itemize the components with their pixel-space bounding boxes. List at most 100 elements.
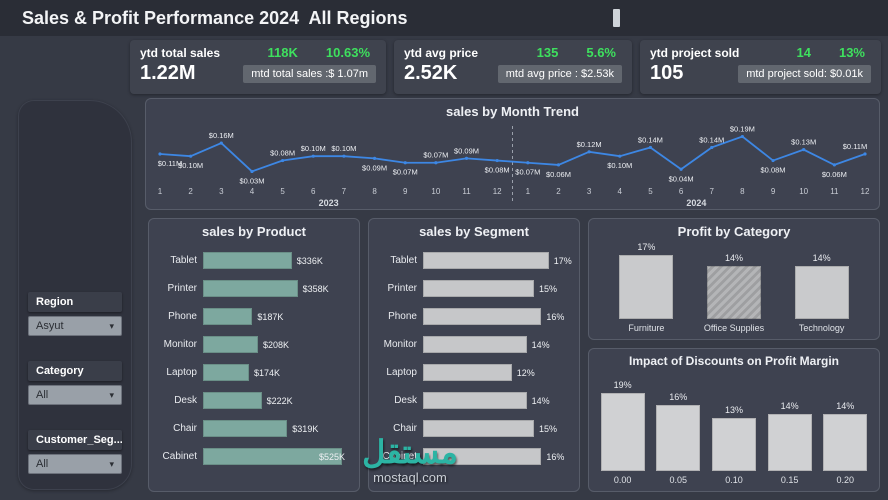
bar-category-label: Laptop [166,367,197,378]
trend-point[interactable] [311,154,315,158]
category-dropdown[interactable]: All ▾ [28,385,122,405]
trend-point[interactable] [342,154,346,158]
trend-point[interactable] [832,163,836,167]
x-axis-tick-label: 4 [618,187,623,196]
bar[interactable] [423,308,542,325]
column-value-label: 13% [724,405,743,415]
trend-point[interactable] [618,154,622,158]
trend-point[interactable] [587,150,591,154]
column-bar[interactable] [823,414,868,471]
x-axis-tick-label: 11 [830,187,839,196]
trend-point[interactable] [250,169,254,174]
month-trend-line-chart[interactable]: $0.11M$0.10M$0.16M$0.03M$0.08M $0.10M $0.1… [146,122,879,210]
trend-point[interactable] [863,152,867,156]
column-group: 14% Office Supplies [704,253,764,333]
bar-track: 17% [423,252,572,269]
bar-category-label: Tablet [390,255,417,266]
trend-point[interactable] [495,158,499,163]
trend-point[interactable] [556,163,561,167]
bar-value-label: 12% [516,367,535,378]
column-category-label: Furniture [628,323,665,333]
bar[interactable] [203,364,249,381]
trend-point[interactable] [464,156,469,160]
bar[interactable] [423,280,534,297]
bar-value-label: 14% [531,395,550,406]
bar[interactable] [203,252,292,269]
column-bar[interactable] [711,418,756,471]
trend-point-label: $0.14M [699,135,724,144]
trend-point[interactable] [710,145,714,150]
column-bar[interactable] [656,405,701,471]
bar-row: Chair $319K [157,418,351,439]
kpi-mtd-badge: mtd total sales :$ 1.07m [243,65,376,83]
x-axis-tick-label: 5 [648,187,653,196]
bar[interactable] [203,392,262,409]
bar-track: $336K [203,252,351,269]
bar[interactable] [203,448,342,465]
bar-track: 15% [423,280,571,297]
bar[interactable] [423,420,534,437]
bar[interactable] [423,336,527,353]
customer-segment-dropdown[interactable]: All ▾ [28,454,122,474]
bar-row: Monitor 14% [377,334,571,355]
trend-point[interactable] [403,161,407,165]
column-category-label: 0.10 [725,475,743,485]
discount-impact-column-chart: 19% 0.00 16% 0.05 13% 0.10 14% 0.15 14% 0.20 [589,371,879,485]
column-category-label: 0.20 [836,475,855,485]
trend-point[interactable] [526,161,530,165]
bar-category-label: Chair [173,423,197,434]
slicer-region: Region Asyut ▾ [28,292,122,336]
trend-point[interactable] [281,158,285,163]
trend-point[interactable] [740,134,744,139]
trend-point[interactable] [434,161,438,165]
bar-value-label: 16% [546,311,565,322]
bar[interactable] [423,392,527,409]
bar[interactable] [203,336,258,353]
trend-line[interactable] [159,135,866,173]
bar[interactable] [423,252,549,269]
trend-point[interactable] [648,145,653,150]
trend-point-label: $0.10M [178,161,203,170]
x-axis-tick-label: 10 [431,187,440,196]
bar-row: Phone $187K [157,306,351,327]
trend-point[interactable] [771,158,775,163]
column-category-label: 0.00 [613,475,632,485]
x-axis-tick-label: 3 [587,187,592,196]
bar-track: $222K [203,392,351,409]
x-axis-tick-label: 1 [158,187,163,196]
bar-value-label: $319K [292,423,319,434]
trend-point[interactable] [679,167,683,171]
column-bar[interactable] [794,266,849,319]
bar-value-label: $208K [262,339,289,350]
bar-row: Tablet $336K [157,250,351,271]
chevron-down-icon: ▾ [109,389,114,400]
category-dropdown-value: All [36,389,49,401]
sales-by-month-trend-panel: sales by Month Trend $0.11M $0.10M $0.16M $… [145,98,880,210]
bar-row: Phone 16% [377,306,571,327]
trend-point-label: $0.09M [362,163,387,172]
bar-track: 14% [423,392,571,409]
bar[interactable] [203,280,298,297]
trend-point[interactable] [219,141,223,145]
bar[interactable] [203,420,288,437]
bar[interactable] [203,308,253,325]
bar[interactable] [423,364,512,381]
kpi-main-value: 2.52K [404,62,458,84]
column-bar[interactable] [600,393,645,471]
trend-point[interactable] [189,154,193,158]
bar-category-label: Phone [388,311,417,322]
bar[interactable] [423,448,542,465]
trend-point[interactable] [158,152,162,156]
kpi-card-project-sold: ytd project sold 14 13% 105 mtd project … [640,40,881,94]
column-bar[interactable] [619,255,674,319]
trend-point[interactable] [802,148,806,152]
column-bar[interactable] [767,414,812,471]
region-dropdown[interactable]: Asyut ▾ [28,316,122,336]
trend-point[interactable] [372,156,377,160]
column-category-label: 0.15 [780,475,799,485]
x-axis-tick-label: 12 [861,187,870,196]
column-value-label: 14% [780,401,799,411]
x-axis-tick-label: 9 [771,187,776,196]
column-bar[interactable] [707,266,761,319]
trend-point-label: $0.06M [822,170,847,179]
